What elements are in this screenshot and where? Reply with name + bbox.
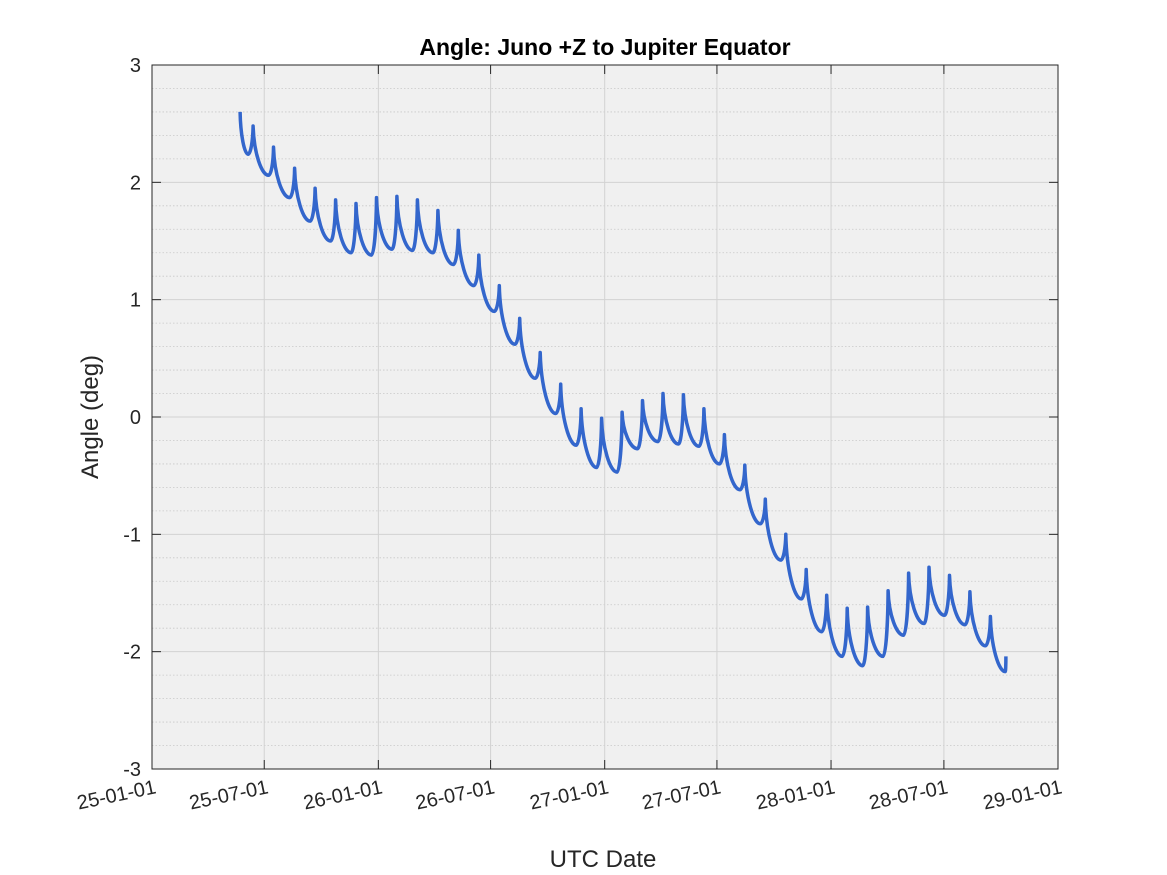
x-axis-label: UTC Date: [550, 846, 657, 873]
x-tick-label: 25-01-01: [75, 776, 158, 814]
y-tick-label: -3: [123, 759, 141, 781]
x-tick-label: 25-07-01: [187, 776, 270, 814]
chart-title: Angle: Juno +Z to Jupiter Equator: [419, 34, 790, 60]
x-tick-label: 28-07-01: [867, 776, 950, 814]
x-tick-label: 26-07-01: [414, 776, 497, 814]
x-tick-label: 28-01-01: [754, 776, 837, 814]
x-tick-label: 27-01-01: [528, 776, 611, 814]
x-tick-label: 27-07-01: [640, 776, 723, 814]
y-tick-label: 1: [130, 290, 141, 312]
y-tick-label: -2: [123, 642, 141, 664]
y-tick-label: 0: [130, 407, 141, 429]
y-tick-label: 3: [130, 55, 141, 77]
y-tick-label: 2: [130, 172, 141, 194]
y-tick-labels: -3 -2 -1 0 1 2 3: [123, 55, 141, 781]
y-axis-label: Angle (deg): [77, 355, 104, 479]
y-tick-label: -1: [123, 524, 141, 546]
series-line: [238, 111, 1008, 674]
axis-ticks: [151, 64, 1059, 770]
x-tick-label: 26-01-01: [301, 776, 384, 814]
x-tick-labels: 25-01-01 25-07-01 26-01-01 26-07-01 27-01-01…: [75, 776, 1064, 814]
x-tick-label: 29-01-01: [981, 776, 1064, 814]
